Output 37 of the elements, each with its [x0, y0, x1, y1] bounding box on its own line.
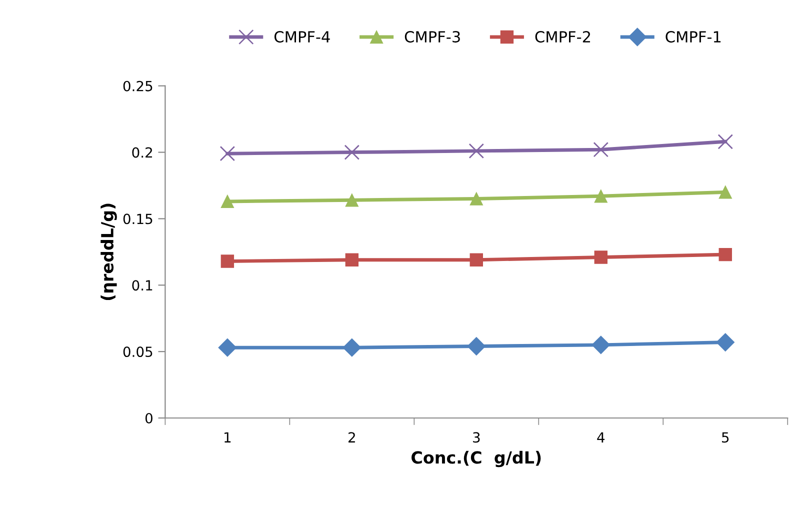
point	[345, 253, 359, 266]
y-tick-label: 0.25	[123, 80, 152, 92]
y-tick-label: 0	[145, 412, 152, 424]
point	[716, 333, 735, 352]
point	[718, 248, 732, 262]
x-tick-label: 4	[597, 432, 605, 442]
x-axis-title: Conc.(C g/dL)	[412, 450, 541, 468]
point	[468, 143, 484, 159]
y-axis-title: (ηreddL/g)	[100, 204, 117, 300]
y-tick-label: 0.05	[123, 346, 152, 358]
point	[467, 337, 486, 356]
y-tick-label: 0.2	[132, 147, 152, 158]
point	[345, 194, 359, 207]
legend-label: CMPF-4	[274, 31, 330, 43]
point	[592, 336, 610, 354]
x-tick-label: 2	[348, 432, 355, 442]
point	[470, 253, 484, 266]
y-tick-label: 0.15	[123, 214, 152, 224]
y-tick-label: 0.1	[132, 280, 152, 291]
point	[218, 338, 237, 357]
point	[220, 146, 236, 162]
point	[593, 142, 609, 158]
point	[594, 190, 608, 203]
x-tick-label: 1	[224, 432, 231, 442]
point	[344, 144, 360, 160]
point	[718, 134, 734, 150]
legend-label: CMPF-1	[666, 31, 721, 43]
point	[220, 254, 234, 268]
point	[470, 192, 484, 206]
legend-label: CMPF-2	[535, 31, 590, 43]
point	[594, 250, 608, 264]
point	[718, 186, 732, 199]
x-tick-label: 3	[473, 432, 480, 443]
legend-label: CMPF-3	[404, 31, 460, 43]
point	[342, 338, 362, 357]
x-tick-label: 5	[722, 432, 729, 443]
point	[220, 194, 234, 208]
